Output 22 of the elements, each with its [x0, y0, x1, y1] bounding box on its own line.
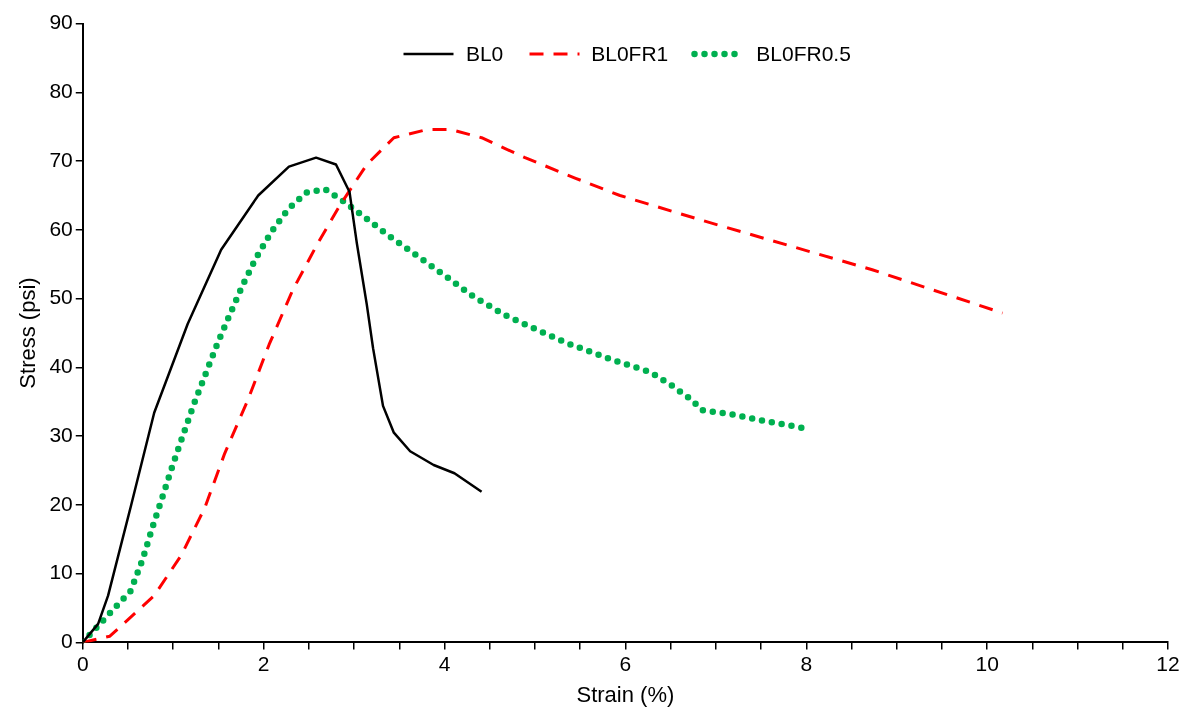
x-tick-label: 4: [438, 651, 451, 675]
legend-label: BL0FR1: [591, 41, 669, 66]
y-tick-label: 20: [49, 491, 73, 515]
x-tick-label: 12: [1156, 651, 1180, 675]
legend-label: BL0: [465, 41, 504, 66]
y-tick-label: 50: [49, 285, 73, 309]
legend-label: BL0FR0.5: [756, 41, 851, 66]
y-tick-label: 30: [49, 422, 73, 446]
x-tick-label: 6: [619, 651, 632, 675]
y-tick-label: 60: [49, 216, 73, 240]
y-tick-label: 80: [49, 79, 73, 103]
x-axis-title: Strain (%): [576, 681, 675, 707]
x-tick-label: 0: [76, 651, 89, 675]
x-tick-label: 2: [257, 651, 270, 675]
y-tick-label: 10: [49, 560, 73, 584]
y-tick-label: 90: [49, 10, 73, 34]
y-tick-label: 40: [49, 354, 73, 378]
x-tick-label: 10: [975, 651, 999, 675]
x-tick-label: 8: [800, 651, 813, 675]
y-tick-label: 70: [49, 147, 73, 171]
y-axis-title: Stress (psi): [15, 277, 41, 389]
y-tick-label: 0: [61, 629, 73, 653]
